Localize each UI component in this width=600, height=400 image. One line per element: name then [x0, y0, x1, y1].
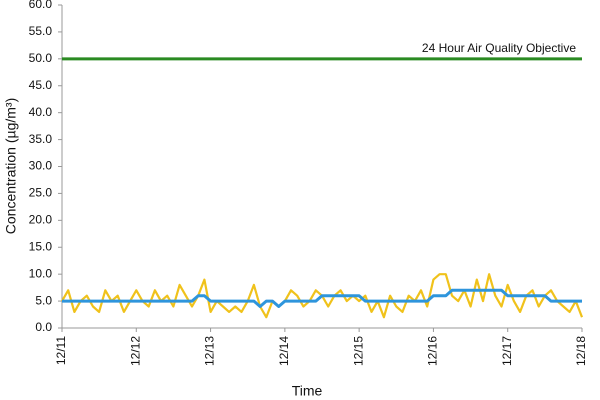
y-axis-title: Concentration (µg/m³) [3, 98, 19, 234]
x-tick-label: 12/12 [128, 336, 142, 366]
x-tick-label: 12/14 [277, 336, 291, 366]
y-tick-label: 15.0 [29, 239, 53, 253]
x-tick-label: 12/11 [54, 336, 68, 365]
x-tick-label: 12/13 [203, 336, 217, 366]
y-tick-label: 45.0 [29, 78, 53, 92]
y-tick-label: 10.0 [29, 266, 53, 280]
y-tick-label: 20.0 [29, 213, 53, 227]
reference-label: 24 Hour Air Quality Objective [422, 41, 576, 55]
x-tick-label: 12/17 [500, 336, 514, 366]
y-tick-label: 40.0 [29, 105, 53, 119]
y-tick-label: 35.0 [29, 132, 53, 146]
y-tick-label: 50.0 [29, 51, 53, 65]
y-tick-label: 60.0 [29, 0, 53, 11]
x-axis-title: Time [292, 383, 323, 399]
x-tick-label: 12/16 [426, 336, 440, 366]
y-tick-label: 55.0 [29, 24, 53, 38]
y-tick-label: 5.0 [35, 293, 52, 307]
y-tick-label: 30.0 [29, 159, 53, 173]
series-line [62, 288, 582, 308]
x-tick-label: 12/18 [574, 336, 588, 366]
y-tick-label: 25.0 [29, 186, 53, 200]
y-tick-label: 0.0 [35, 320, 52, 334]
x-tick-label: 12/15 [351, 336, 365, 366]
